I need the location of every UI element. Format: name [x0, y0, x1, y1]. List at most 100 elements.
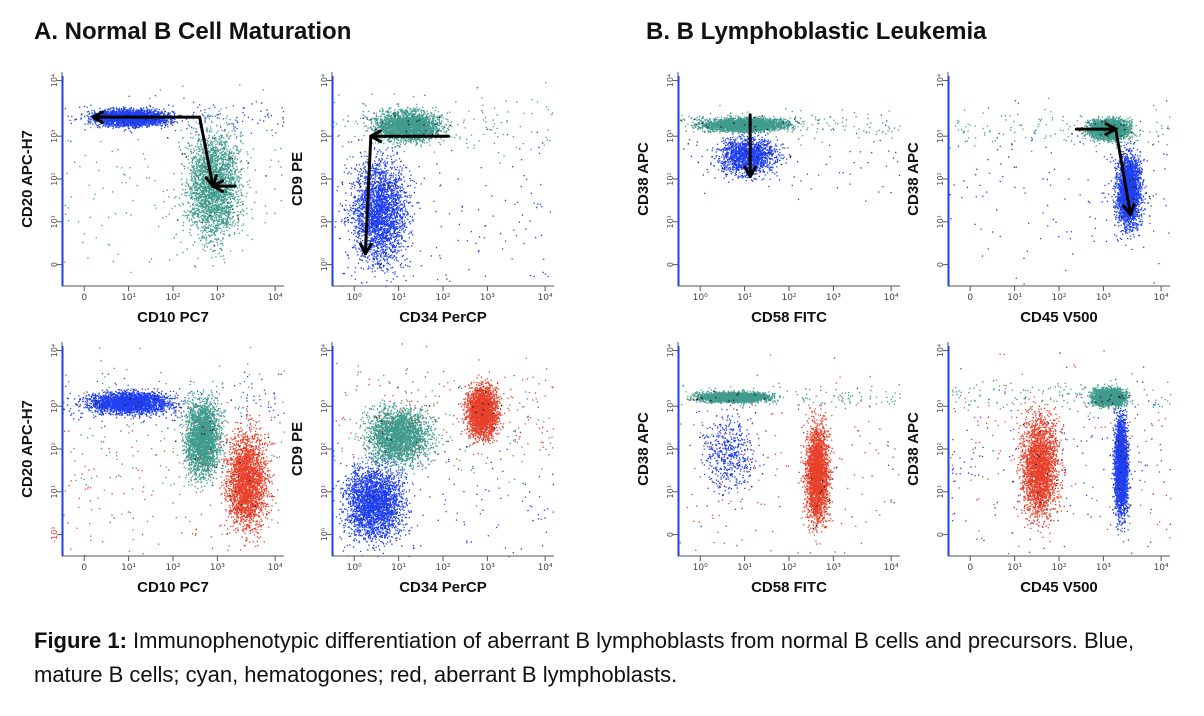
- flow-plot-5: 0 10¹ 10² 10³ 10⁴ -10¹ 10¹ 10² 10³ 10⁴ CD10 PC7 CD2…: [19, 342, 294, 604]
- y-tick-label: 10³: [50, 400, 59, 413]
- x-tick-label: 10³: [1096, 293, 1111, 303]
- x-tick-label: 10¹: [737, 563, 752, 573]
- x-tick-label: 10¹: [121, 293, 136, 303]
- y-tick-label: 10²: [50, 172, 59, 185]
- scatter-svg-8: 0 10¹ 10² 10³ 10⁴ 0 10¹ 10² 10³ 10⁴ CD45 V500 CD38 …: [905, 342, 1172, 596]
- x-tick-label: 10⁴: [884, 563, 899, 573]
- y-tick-label: 10⁴: [50, 74, 59, 87]
- cluster-mature_b: [62, 371, 285, 429]
- x-axis-label: CD58 FITC: [751, 579, 827, 596]
- x-tick-label: 10¹: [1007, 563, 1022, 573]
- x-tick-label: 10³: [210, 563, 225, 573]
- y-tick-label: 10¹: [320, 485, 329, 498]
- panel-b-title: B. B Lymphoblastic Leukemia: [646, 18, 987, 45]
- x-tick-label: 10²: [1051, 563, 1066, 573]
- x-tick-label: 10²: [781, 563, 796, 573]
- scatter-svg-7: 10⁰ 10¹ 10² 10³ 10⁴ 0 10¹ 10² 10³ 10⁴ CD58 FITC CD3…: [635, 342, 901, 596]
- y-tick-label: 10³: [50, 130, 59, 143]
- y-tick-label: 10²: [320, 172, 329, 185]
- y-axis-label: CD38 APC: [905, 412, 922, 486]
- y-tick-label: 10⁴: [666, 344, 675, 357]
- y-tick-label: 10⁰: [320, 258, 329, 271]
- x-tick-label: 10⁴: [1154, 293, 1169, 303]
- x-tick-label: 10¹: [391, 563, 406, 573]
- scatter-svg-2: 10⁰ 10¹ 10² 10³ 10⁴ 10⁰ 10¹ 10² 10³ 10⁴ CD34 PerCP…: [289, 72, 554, 326]
- y-tick-label: 10⁴: [50, 344, 59, 357]
- caption-text: Immunophenotypic differentiation of aber…: [34, 628, 1135, 687]
- y-axis-label: CD9 PE: [289, 152, 306, 206]
- other-events: [1071, 120, 1151, 226]
- arrow: [743, 113, 757, 179]
- cluster-hematogones: [951, 379, 1172, 418]
- x-tick-label: 10⁴: [538, 293, 553, 303]
- y-tick-label: 0: [936, 532, 945, 537]
- arrow: [91, 110, 202, 124]
- x-tick-label: 10³: [826, 293, 841, 303]
- cluster-blasts: [63, 360, 281, 557]
- y-tick-label: 10⁴: [666, 74, 675, 87]
- y-tick-label: 10¹: [50, 485, 59, 498]
- cluster-hematogones: [333, 82, 554, 164]
- x-tick-label: 10³: [480, 563, 495, 573]
- cluster-mature_b: [949, 100, 1170, 285]
- x-axis-label: CD34 PerCP: [399, 309, 487, 326]
- x-axis-label: CD34 PerCP: [399, 579, 487, 596]
- x-tick-label: 0: [967, 563, 973, 573]
- y-tick-label: 10²: [320, 442, 329, 455]
- y-axis-label: CD20 APC-H7: [19, 400, 36, 498]
- y-tick-label: 10²: [50, 442, 59, 455]
- figure-caption: Figure 1: Immunophenotypic differentiati…: [34, 624, 1174, 692]
- y-tick-label: 10³: [320, 130, 329, 143]
- x-tick-label: 10⁰: [347, 563, 362, 573]
- x-tick-label: 10⁰: [693, 563, 708, 573]
- x-axis-label: CD45 V500: [1020, 309, 1098, 326]
- y-tick-label: 10⁴: [320, 74, 329, 87]
- x-tick-label: 0: [81, 563, 87, 573]
- x-axis-label: CD45 V500: [1020, 579, 1098, 596]
- y-tick-label: 10³: [936, 400, 945, 413]
- arrow: [359, 134, 373, 256]
- y-axis-label: CD38 APC: [635, 142, 652, 216]
- y-tick-label: 10³: [320, 400, 329, 413]
- y-tick-label: 10¹: [320, 215, 329, 228]
- flow-plot-2: 10⁰ 10¹ 10² 10³ 10⁴ 10⁰ 10¹ 10² 10³ 10⁴ CD34 PerCP…: [289, 72, 564, 334]
- y-tick-label: 10⁴: [936, 74, 945, 87]
- x-tick-label: 10⁴: [268, 293, 283, 303]
- x-tick-label: 10⁴: [268, 563, 283, 573]
- y-tick-label: 10³: [936, 130, 945, 143]
- y-axis-label: CD38 APC: [905, 142, 922, 216]
- x-tick-label: 10²: [165, 293, 180, 303]
- x-tick-label: 10³: [480, 293, 495, 303]
- x-tick-label: 10¹: [1007, 293, 1022, 303]
- flow-plot-4: 0 10¹ 10² 10³ 10⁴ 0 10¹ 10² 10³ 10⁴ CD45 V500 CD38 …: [905, 72, 1180, 334]
- axes-frame: [61, 72, 284, 287]
- caption-label: Figure 1:: [34, 628, 127, 653]
- scatter-svg-4: 0 10¹ 10² 10³ 10⁴ 0 10¹ 10² 10³ 10⁴ CD45 V500 CD38 …: [905, 72, 1171, 326]
- cluster-mature_b: [683, 112, 901, 202]
- x-tick-label: 10²: [781, 293, 796, 303]
- flow-plot-7: 10⁰ 10¹ 10² 10³ 10⁴ 0 10¹ 10² 10³ 10⁴ CD58 FITC CD3…: [635, 342, 910, 604]
- y-tick-label: 10¹: [936, 215, 945, 228]
- scatter-svg-5: 0 10¹ 10² 10³ 10⁴ -10¹ 10¹ 10² 10³ 10⁴ CD10 PC7 CD2…: [19, 342, 286, 596]
- cluster-hematogones: [681, 104, 901, 146]
- scatter-svg-6: 10⁰ 10¹ 10² 10³ 10⁴ 10⁰ 10¹ 10² 10³ 10⁴ CD34 PerCP…: [289, 342, 554, 596]
- y-tick-label: 0: [666, 532, 675, 537]
- y-tick-label: 10²: [936, 442, 945, 455]
- x-tick-label: 10⁴: [884, 293, 899, 303]
- cluster-blasts: [333, 343, 554, 483]
- x-tick-label: 10¹: [121, 563, 136, 573]
- flow-plot-3: 10⁰ 10¹ 10² 10³ 10⁴ 0 10¹ 10² 10³ 10⁴ CD58 FITC CD3…: [635, 72, 910, 334]
- x-tick-label: 10³: [1096, 563, 1111, 573]
- x-tick-label: 10³: [210, 293, 225, 303]
- y-tick-label: 10²: [936, 172, 945, 185]
- x-tick-label: 10²: [435, 563, 450, 573]
- y-tick-label: 0: [666, 262, 675, 267]
- x-tick-label: 10²: [435, 293, 450, 303]
- x-tick-label: 10²: [1051, 293, 1066, 303]
- panel-a-title: A. Normal B Cell Maturation: [34, 18, 352, 45]
- y-tick-label: 0: [936, 262, 945, 267]
- x-axis-label: CD10 PC7: [137, 579, 209, 596]
- flow-plot-1: 0 10¹ 10² 10³ 10⁴ 0 10¹ 10² 10³ 10⁴ CD10 PC7 CD20 A…: [19, 72, 294, 334]
- y-tick-label: 10²: [666, 172, 675, 185]
- y-axis-label: CD9 PE: [289, 422, 306, 476]
